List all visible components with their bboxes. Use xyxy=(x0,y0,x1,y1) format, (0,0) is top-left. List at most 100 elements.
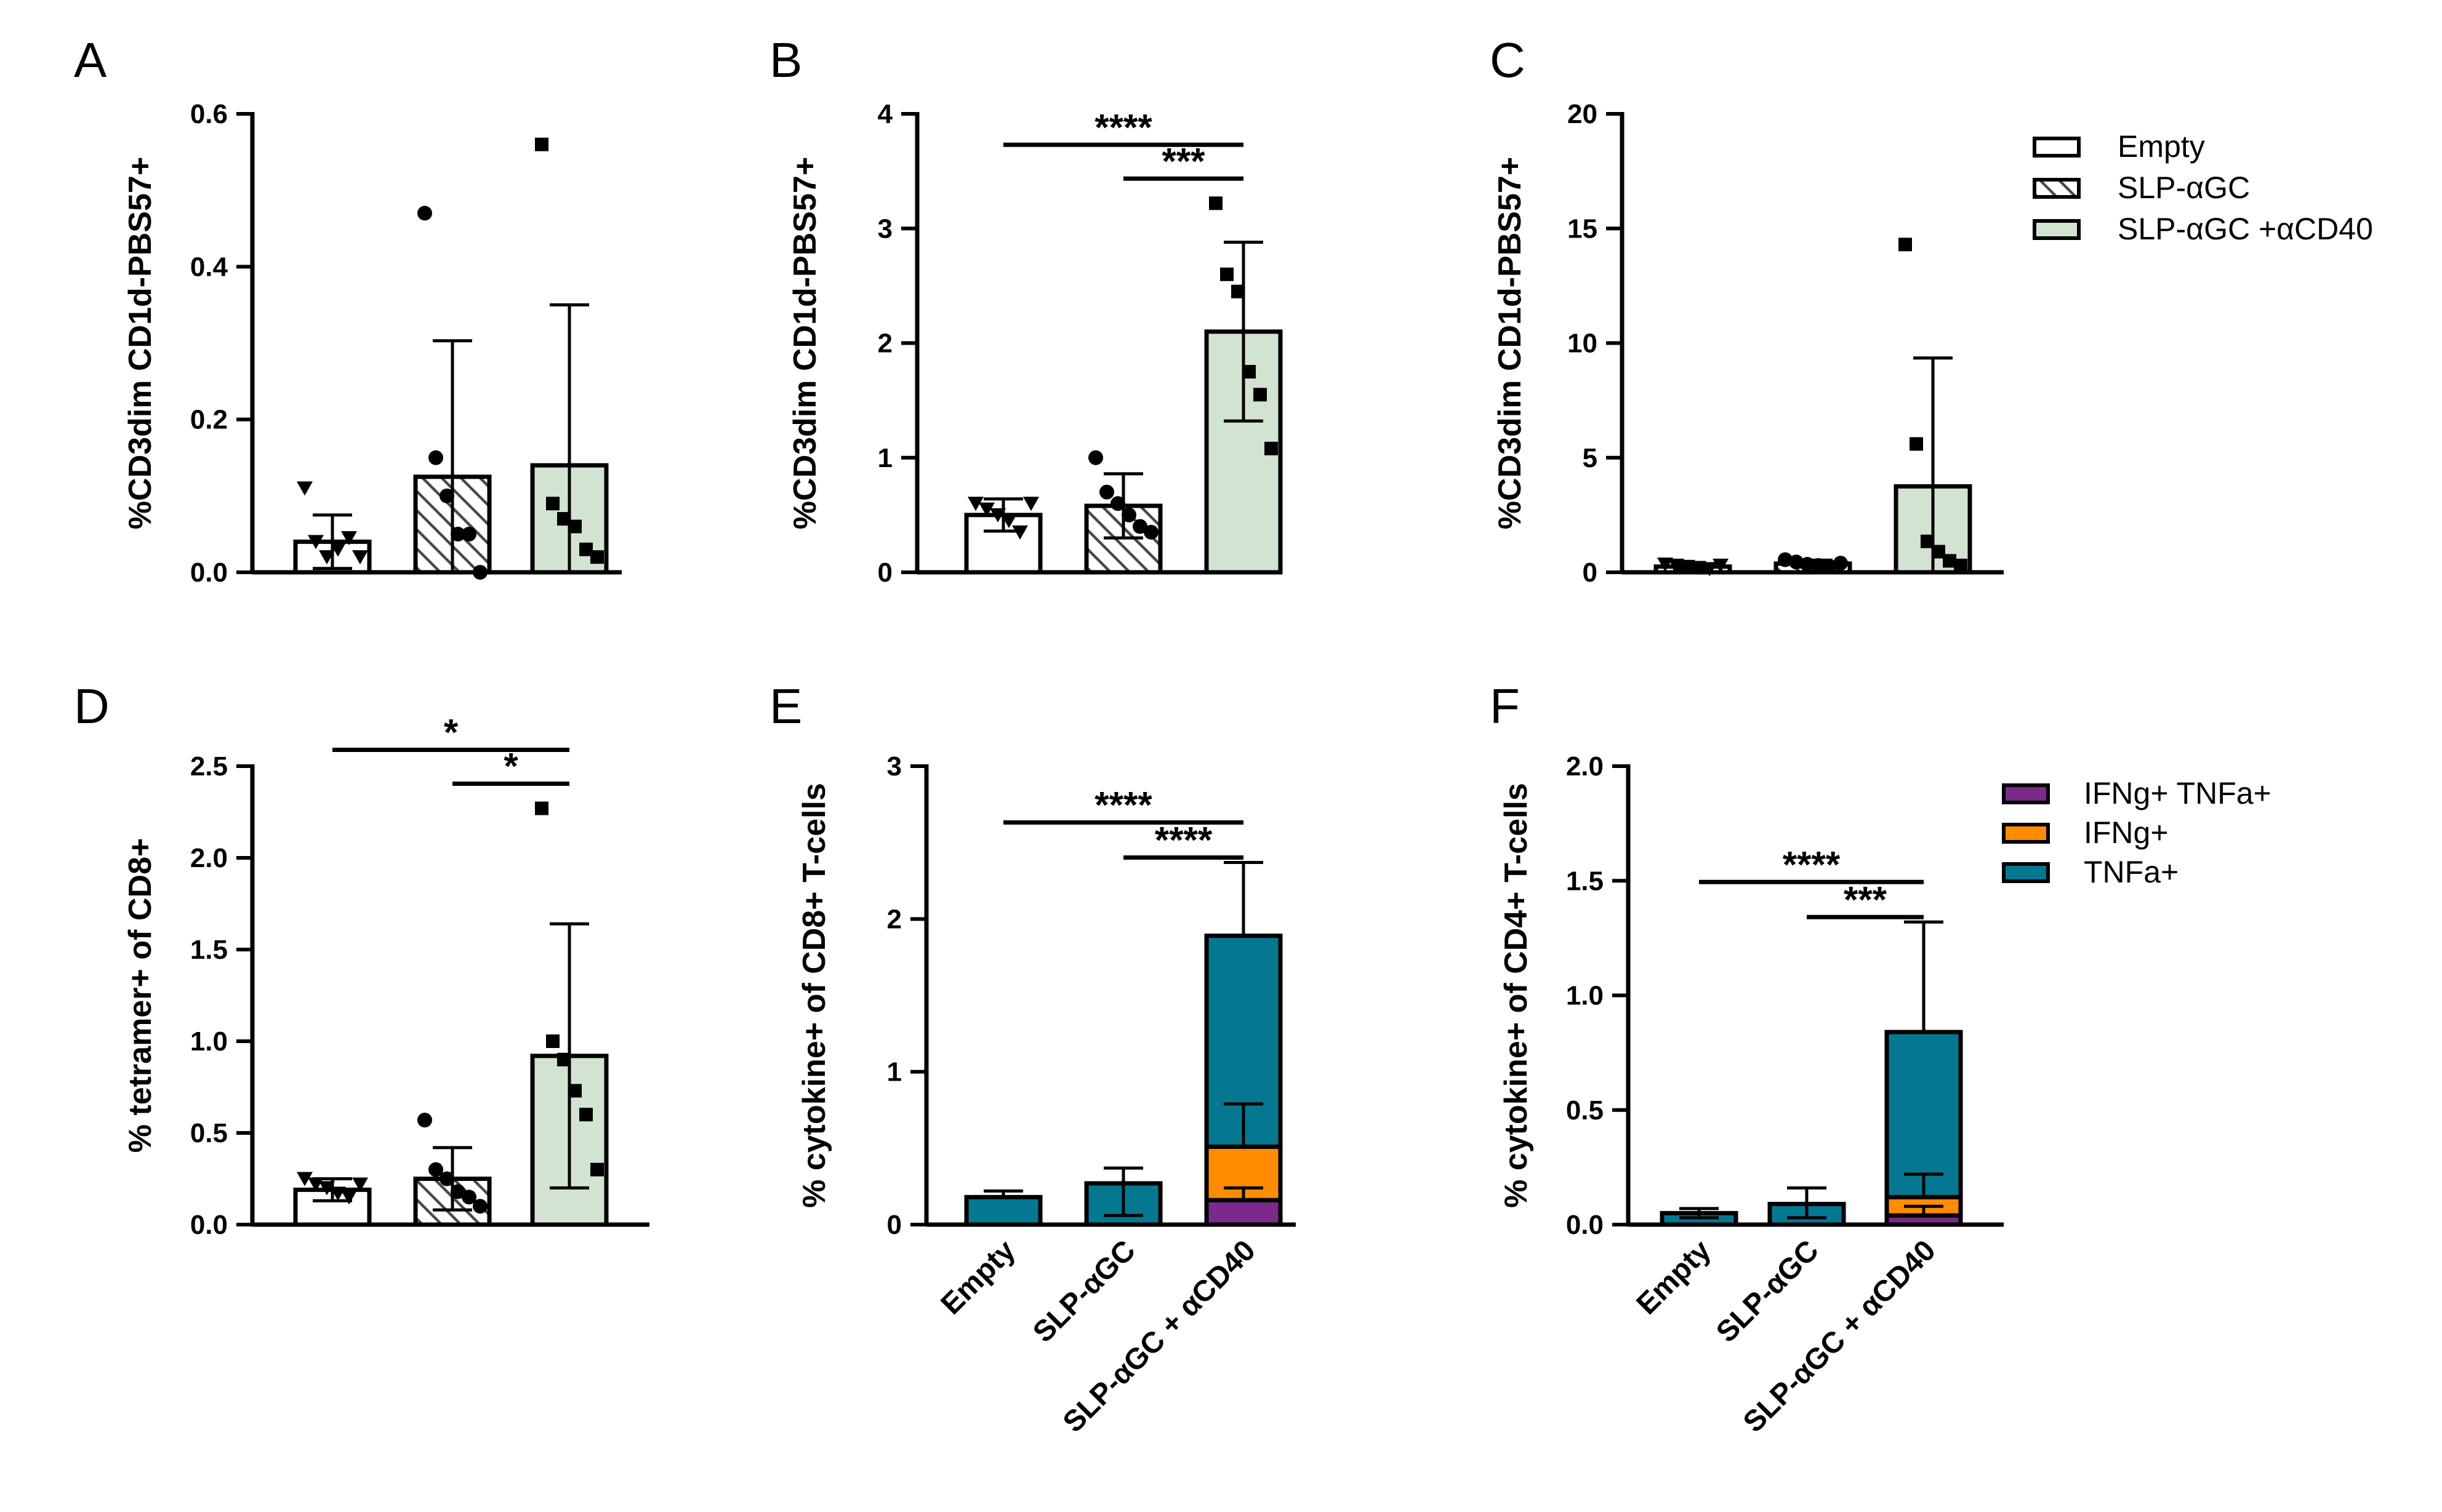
panel-letter-c: C xyxy=(1490,33,1525,87)
y-tick-label-1: 5 xyxy=(1583,443,1597,473)
data-point-2-1 xyxy=(1220,267,1234,281)
data-point-2-4 xyxy=(579,542,593,556)
category-label-1: SLP-αGC xyxy=(1027,1234,1142,1349)
significance-label-1: **** xyxy=(1155,819,1213,860)
legend-swatch-ifng-tnfa xyxy=(2002,783,2050,804)
data-point-0-0 xyxy=(297,1172,313,1186)
y-tick-label-2: 0.4 xyxy=(190,252,228,282)
data-point-0-1 xyxy=(979,502,995,517)
panel-letter-f: F xyxy=(1490,679,1520,734)
data-point-2-5 xyxy=(1264,441,1278,455)
y-tick-label-3: 15 xyxy=(1567,214,1597,244)
y-tick-label-1: 0.2 xyxy=(190,405,228,435)
stack-2-0 xyxy=(1204,1198,1283,1227)
y-axis-label: %CD3dim CD1d-PBS57+ xyxy=(123,157,158,529)
y-tick-label-2: 10 xyxy=(1567,329,1597,359)
category-label-0: Empty xyxy=(1631,1234,1717,1321)
legend-label-ifng: IFNg+ xyxy=(2084,815,2169,850)
y-tick-label-3: 3 xyxy=(878,214,893,244)
data-point-2-1 xyxy=(546,497,560,511)
y-tick-label-1: 1 xyxy=(878,443,893,473)
data-point-2-0 xyxy=(1209,196,1223,210)
category-label-1: SLP-αGC xyxy=(1710,1234,1825,1349)
y-axis-label: % cytokine+ of CD4+ T-cells xyxy=(1498,783,1534,1208)
data-point-1-0 xyxy=(1778,552,1793,567)
panel-letter-b: B xyxy=(769,33,802,87)
data-point-0-5 xyxy=(1023,497,1039,511)
data-point-0-3 xyxy=(1690,561,1706,575)
data-point-0-2 xyxy=(319,550,335,565)
data-point-2-3 xyxy=(1932,545,1945,559)
data-point-1-4 xyxy=(462,526,476,542)
panel-a: 0.0 0.2 0.4 0.6 %CD3dim CD1d-PBS57+ xyxy=(123,99,622,588)
y-axis-label: % tetramer+ of CD8+ xyxy=(123,838,158,1153)
data-point-1-0 xyxy=(417,206,432,221)
legend-groups: Empty SLP-αGC SLP-αGC +αCD40 xyxy=(2033,129,2373,246)
significance-label-1: *** xyxy=(1844,879,1887,920)
data-point-1-4 xyxy=(462,1190,476,1205)
data-point-0-2 xyxy=(319,1181,335,1196)
data-point-1-1 xyxy=(1099,484,1114,500)
data-point-0-4 xyxy=(341,531,357,546)
panel-letter-a: A xyxy=(74,33,107,87)
y-tick-label-0: 0 xyxy=(1583,558,1597,588)
legend-cytokines: IFNg+ TNFa+ IFNg+ TNFa+ xyxy=(2002,776,2271,889)
data-point-0-5 xyxy=(352,550,368,565)
legend-swatch-hatch xyxy=(2033,178,2081,199)
data-point-2-1 xyxy=(1910,437,1923,451)
y-tick-label-5: 2.5 xyxy=(190,751,228,782)
data-point-1-1 xyxy=(428,1162,443,1177)
data-point-2-4 xyxy=(1253,388,1267,402)
data-point-2-1 xyxy=(546,1034,560,1048)
data-point-2-5 xyxy=(590,550,604,564)
data-point-0-4 xyxy=(341,1190,357,1205)
panel-letter-e: E xyxy=(769,679,802,734)
legend-swatch-tnfa xyxy=(2002,862,2050,883)
data-point-1-3 xyxy=(1122,507,1136,522)
y-tick-label-2: 2 xyxy=(887,904,902,934)
data-point-0-5 xyxy=(1713,558,1729,573)
y-axis-label: % cytokine+ of CD8+ T-cells xyxy=(797,783,832,1208)
data-point-1-3 xyxy=(451,1184,465,1199)
y-axis-label: %CD3dim CD1d-PBS57+ xyxy=(787,157,823,529)
data-point-0-3 xyxy=(330,542,346,557)
legend-label-slp-agc: SLP-αGC xyxy=(2118,170,2250,205)
data-point-0-1 xyxy=(308,1177,324,1192)
stack-0-2 xyxy=(964,1194,1043,1227)
y-tick-label-1: 0.5 xyxy=(190,1118,228,1148)
legend-label-empty: Empty xyxy=(2118,129,2205,164)
data-point-2-0 xyxy=(535,137,548,151)
data-point-2-3 xyxy=(1242,365,1256,379)
data-point-1-3 xyxy=(451,526,465,542)
y-tick-label-3: 3 xyxy=(887,751,902,782)
data-point-0-4 xyxy=(1701,562,1717,577)
data-point-2-4 xyxy=(579,1108,593,1122)
legend-swatch-empty xyxy=(2033,137,2081,158)
data-point-1-5 xyxy=(1144,524,1159,540)
data-point-1-0 xyxy=(417,1113,432,1128)
data-point-1-1 xyxy=(428,450,443,465)
legend-swatch-ifng xyxy=(2002,823,2050,844)
data-point-1-4 xyxy=(1133,519,1147,534)
y-tick-label-3: 0.6 xyxy=(190,99,228,129)
y-tick-label-3: 1.5 xyxy=(1566,866,1604,896)
y-tick-label-1: 1 xyxy=(887,1057,902,1087)
significance-label-0: * xyxy=(444,712,459,753)
y-axis-label: %CD3dim CD1d-PBS57+ xyxy=(1492,157,1528,529)
legend-label-ifng-tnfa: IFNg+ TNFa+ xyxy=(2084,776,2271,810)
data-point-1-3 xyxy=(1811,558,1826,573)
significance-label-0: **** xyxy=(1094,784,1152,825)
y-tick-label-0: 0 xyxy=(878,558,893,588)
data-point-1-2 xyxy=(440,488,454,503)
data-point-2-3 xyxy=(568,519,582,534)
data-point-2-2 xyxy=(1921,534,1934,548)
y-tick-label-3: 1.5 xyxy=(190,935,228,965)
y-tick-label-0: 0.0 xyxy=(190,1210,228,1240)
data-point-2-2 xyxy=(557,512,571,526)
y-tick-label-1: 0.5 xyxy=(1566,1095,1604,1126)
panel-d: 0.0 0.5 1.0 1.5 2.0 2.5 % tetramer+ of CD8+ * * xyxy=(123,712,649,1240)
y-tick-label-2: 1.0 xyxy=(190,1026,228,1057)
legend-swatch-green xyxy=(2033,219,2081,240)
